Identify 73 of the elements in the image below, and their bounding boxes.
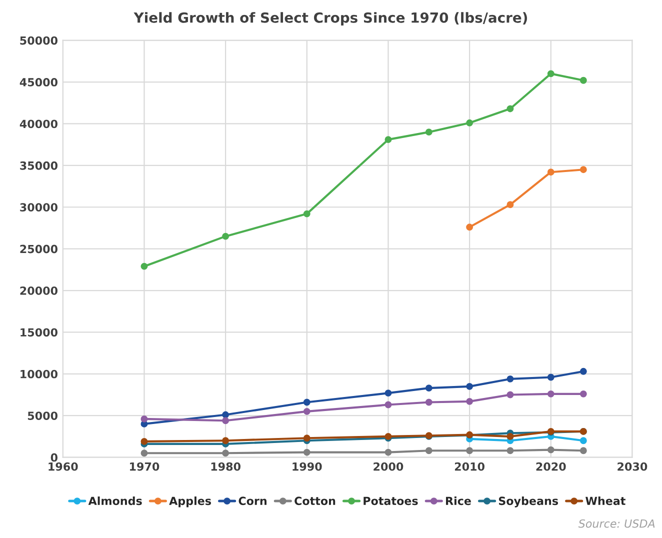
- point: [580, 368, 587, 375]
- y-tick-label: 5000: [28, 412, 58, 420]
- point: [303, 448, 310, 456]
- x-tick-label: 2030: [618, 462, 648, 471]
- chart-title: Yield Growth of Select Crops Since 1970 (lbs/acre): [134, 12, 527, 26]
- point: [222, 411, 230, 418]
- legend-label: Almonds: [88, 496, 142, 506]
- point: [425, 128, 432, 136]
- point: [547, 168, 554, 176]
- point: [580, 437, 587, 444]
- x-tick-label: 2000: [374, 462, 404, 471]
- legend-label: Cotton: [294, 496, 336, 506]
- point: [466, 224, 474, 231]
- y-tick-label: 30000: [20, 203, 58, 212]
- x-tick-label: 1960: [48, 462, 78, 471]
- point: [506, 391, 514, 398]
- point: [303, 434, 310, 442]
- x-tick-label: 1990: [292, 462, 322, 471]
- y-tick-label: 45000: [20, 78, 58, 86]
- legend-label: Rice: [446, 496, 471, 506]
- point: [580, 390, 587, 398]
- point: [547, 70, 554, 78]
- point: [506, 447, 514, 454]
- point: [222, 232, 230, 240]
- point: [140, 415, 148, 422]
- y-tick-label: 15000: [20, 328, 58, 337]
- point: [140, 450, 148, 457]
- point: [506, 375, 514, 382]
- legend-label: Apples: [169, 496, 211, 508]
- point: [425, 384, 432, 392]
- point: [303, 210, 310, 218]
- legend-label: Soybeans: [498, 496, 558, 508]
- point: [580, 447, 587, 454]
- point: [384, 390, 392, 397]
- point: [425, 398, 432, 406]
- point: [506, 105, 514, 112]
- point: [140, 438, 148, 445]
- point: [466, 382, 474, 390]
- point: [222, 450, 230, 457]
- point: [303, 398, 310, 406]
- x-tick-label: 2010: [454, 462, 484, 471]
- y-tick-label: 40000: [20, 120, 58, 128]
- legend-label: Corn: [238, 496, 266, 506]
- source-note: Source: USDA: [578, 519, 655, 528]
- x-tick-label: 2020: [536, 462, 566, 471]
- point: [140, 262, 148, 270]
- y-tick-label: 25000: [20, 244, 58, 254]
- point: [506, 201, 514, 208]
- point: [222, 417, 230, 424]
- point: [547, 374, 554, 381]
- point: [425, 447, 432, 454]
- x-tick-label: 1970: [130, 462, 160, 471]
- y-tick-label: 0: [50, 453, 58, 462]
- point: [384, 401, 392, 408]
- y-tick-label: 20000: [20, 286, 58, 295]
- y-tick-label: 10000: [20, 370, 58, 378]
- legend-label: Wheat: [586, 496, 626, 506]
- point: [506, 432, 514, 440]
- point: [222, 437, 230, 444]
- y-tick-label: 50000: [20, 36, 58, 45]
- legend-label: Potatoes: [364, 496, 418, 506]
- x-tick-label: 1980: [211, 462, 240, 471]
- point: [580, 76, 587, 84]
- point: [547, 390, 554, 398]
- point: [466, 447, 474, 454]
- point: [303, 408, 310, 415]
- point: [547, 446, 554, 454]
- point: [384, 448, 392, 456]
- point: [466, 119, 474, 126]
- point: [384, 136, 392, 144]
- point: [466, 398, 474, 405]
- point: [580, 166, 587, 174]
- y-tick-label: 35000: [20, 161, 58, 170]
